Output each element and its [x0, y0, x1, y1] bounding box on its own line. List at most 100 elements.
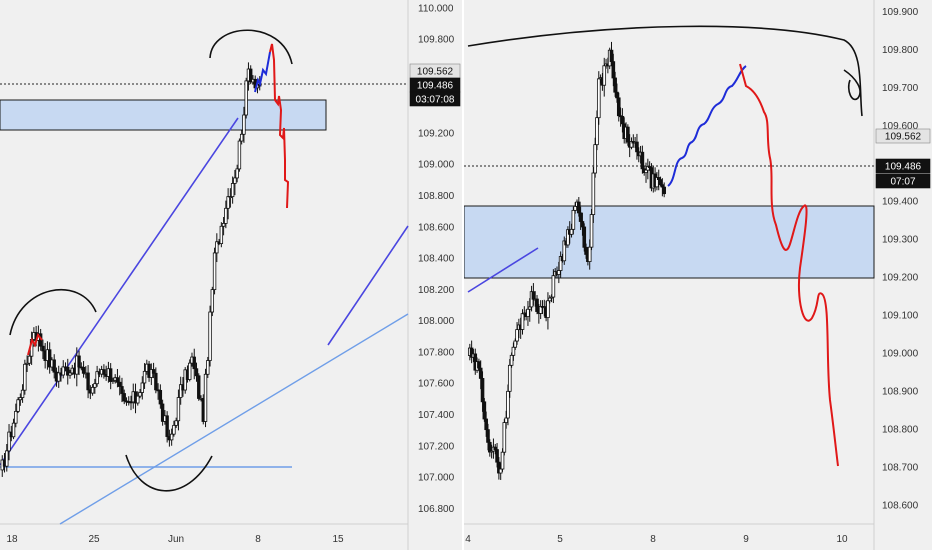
candle-body: [580, 221, 585, 228]
y-tick-label: 108.000: [418, 316, 455, 327]
right-price-axis[interactable]: [874, 0, 932, 550]
candle-body: [480, 378, 485, 403]
candle-body: [535, 298, 539, 312]
candle-body: [244, 80, 248, 116]
left-chart-svg[interactable]: 106.800 107.000 107.200 107.400 107.600 107.8…: [0, 0, 462, 550]
candle-body: [526, 308, 530, 318]
right-short-trendline[interactable]: [467, 247, 539, 293]
candle-body: [68, 372, 72, 376]
candle-body: [658, 179, 663, 186]
candle-body: [635, 141, 639, 153]
candle-body: [7, 431, 11, 452]
right-top-arc-drawing[interactable]: [467, 25, 863, 117]
left-time-axis[interactable]: [0, 524, 408, 550]
y-tick-label: 108.200: [418, 285, 455, 296]
candle-body: [23, 363, 27, 391]
candle-body: [203, 373, 208, 422]
left-red-projection[interactable]: [269, 43, 290, 209]
candle-body: [571, 209, 576, 230]
candle-body: [5, 450, 9, 467]
candle-body: [18, 397, 23, 401]
right-time-axis[interactable]: [464, 524, 874, 550]
candle-body: [208, 311, 212, 361]
y-tick-label: 109.300: [882, 235, 919, 246]
y-tick-label: 109.600: [882, 121, 919, 132]
candle-body: [228, 196, 233, 199]
right-red-projection[interactable]: [739, 63, 839, 467]
y-tick-label: 109.100: [882, 311, 919, 322]
candle-body: [620, 115, 625, 125]
left-peak-arc-drawing[interactable]: [209, 29, 293, 65]
right-loop-drawing[interactable]: [843, 69, 861, 101]
left-upward-trendline[interactable]: [0, 117, 239, 466]
candle-body: [115, 377, 120, 383]
price-tag-label: 07:07: [890, 177, 915, 188]
candle-body: [151, 369, 156, 374]
x-tick-label: 5: [557, 534, 563, 545]
candle-body: [546, 300, 550, 318]
candle-body: [165, 415, 169, 437]
candle-body: [27, 355, 32, 364]
y-tick-label: 107.000: [418, 473, 455, 484]
candle-body: [221, 223, 226, 227]
candle-body: [20, 389, 25, 398]
right-chart-svg[interactable]: 108.600 108.700 108.800 108.900 109.000 109.1…: [463, 0, 932, 550]
candle-body: [93, 383, 97, 388]
y-tick-label: 107.600: [418, 379, 455, 390]
candle-body: [515, 329, 519, 342]
candle-body: [188, 362, 192, 380]
candle-body: [520, 313, 525, 330]
x-tick-label: 9: [743, 534, 749, 545]
candle-body: [41, 345, 45, 352]
left-plot-background: [0, 0, 408, 524]
candle-body: [557, 270, 561, 275]
candle-body: [138, 392, 142, 397]
candle-body: [108, 368, 113, 382]
price-tag-label: 109.562: [885, 132, 922, 143]
left-lower-trendline[interactable]: [59, 313, 409, 525]
right-demand-zone[interactable]: [463, 205, 875, 279]
candle-body: [192, 356, 196, 370]
candle-body: [495, 449, 499, 463]
candle-body: [569, 228, 574, 235]
left-chart-panel[interactable]: 106.800 107.000 107.200 107.400 107.600 107.8…: [0, 0, 462, 550]
candle-body: [511, 346, 516, 356]
right-blue-projection[interactable]: [667, 65, 747, 187]
right-chart-panel[interactable]: 108.600 108.700 108.800 108.900 109.000 109.1…: [463, 0, 932, 550]
y-tick-label: 108.600: [418, 222, 455, 233]
x-tick-label: 25: [88, 534, 100, 545]
candle-body: [551, 275, 556, 298]
candle-body: [498, 468, 503, 474]
candle-body: [142, 370, 147, 384]
candle-body: [615, 91, 619, 99]
price-tag-label: 109.562: [417, 67, 454, 78]
left-top-arc-drawing[interactable]: [9, 288, 97, 336]
y-tick-label: 109.800: [882, 45, 919, 56]
left-right-trendline[interactable]: [327, 225, 409, 346]
candle-body: [57, 372, 61, 382]
left-blue-projection[interactable]: [254, 51, 271, 93]
candle-body: [219, 225, 224, 245]
right-x-tick-labels: 4 5 8 9 10: [465, 534, 848, 545]
candle-body: [176, 397, 181, 422]
candle-body: [504, 417, 508, 423]
y-tick-label: 109.700: [882, 83, 919, 94]
candle-body: [158, 389, 163, 405]
candle-body: [237, 140, 242, 170]
y-tick-label: 108.800: [882, 425, 919, 436]
candle-body: [233, 177, 237, 184]
x-tick-label: 15: [332, 534, 344, 545]
candle-body: [77, 355, 81, 368]
candle-body: [235, 168, 239, 179]
candle-body: [172, 424, 176, 435]
left-small-red-drawing[interactable]: [27, 332, 43, 356]
candle-body: [589, 214, 594, 248]
left-bottom-arc-drawing[interactable]: [125, 454, 213, 492]
y-tick-label: 110.000: [418, 3, 454, 14]
y-tick-label: 108.400: [418, 254, 455, 265]
candle-body: [224, 207, 228, 224]
price-tag-dark: [875, 173, 931, 189]
candle-body: [578, 212, 583, 222]
left-demand-zone[interactable]: [0, 99, 327, 131]
